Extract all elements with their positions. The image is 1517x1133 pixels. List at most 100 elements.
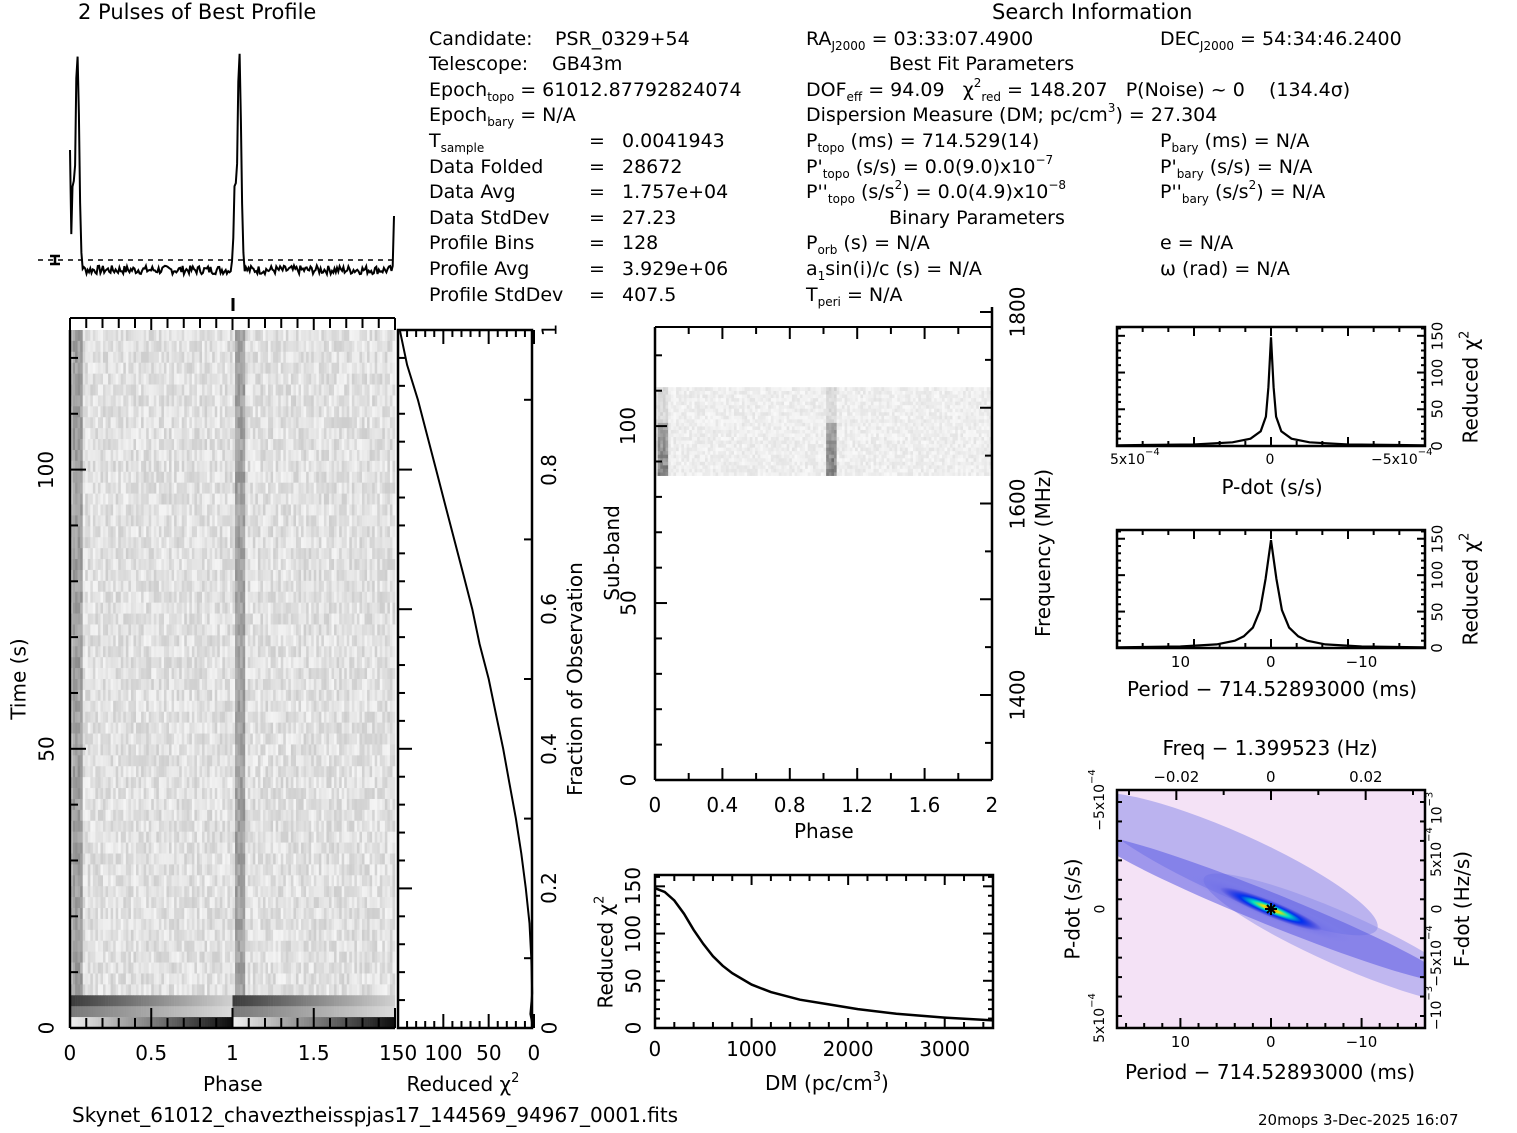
heat-cell <box>369 569 373 582</box>
heat-cell <box>268 679 271 691</box>
heat-cell <box>146 471 150 483</box>
heat-cell <box>268 657 271 669</box>
heat-cell <box>257 428 261 440</box>
heat-cell <box>204 689 208 702</box>
heat-cell <box>196 591 200 603</box>
heat-cell <box>316 657 320 669</box>
heat-cell <box>161 711 165 723</box>
heat-cell <box>219 482 223 494</box>
heat-cell <box>158 569 162 582</box>
heat-cell <box>318 679 322 691</box>
heat-cell <box>207 449 210 462</box>
heat-cell <box>265 340 269 353</box>
heat-cell <box>75 406 78 418</box>
heat-cell <box>339 613 342 625</box>
heat-cell <box>255 744 259 756</box>
heat-cell <box>169 395 172 407</box>
heat-cell <box>387 504 391 516</box>
heat-cell <box>115 428 119 440</box>
heat-cell <box>212 580 216 593</box>
heat-cell <box>214 373 218 385</box>
heat-cell <box>87 537 91 549</box>
heat-cell <box>252 482 256 494</box>
heat-cell <box>209 373 213 385</box>
heat-cell <box>389 689 393 702</box>
heat-cell <box>359 515 363 527</box>
heat-cell <box>70 635 73 647</box>
heat-cell <box>186 591 190 603</box>
heat-cell <box>252 351 256 364</box>
heat-cell <box>123 330 127 342</box>
heat-cell <box>115 482 119 494</box>
heat-cell <box>108 439 111 451</box>
heat-cell <box>133 602 137 614</box>
heat-cell <box>316 635 320 647</box>
heat-cell <box>125 417 129 429</box>
heat-cell <box>323 330 327 342</box>
heat-cell <box>280 515 284 527</box>
heat-cell <box>298 559 302 571</box>
heat-cell <box>285 471 289 483</box>
heat-cell <box>80 602 83 614</box>
heat-cell <box>293 559 297 571</box>
heat-cell <box>377 668 381 680</box>
heat-cell <box>80 406 83 418</box>
heat-cell <box>156 493 160 505</box>
heat-cell <box>389 460 393 473</box>
heat-cell <box>245 733 249 745</box>
heat-cell <box>321 624 325 636</box>
heat-cell <box>359 602 363 614</box>
heat-cell <box>331 330 335 342</box>
heat-cell <box>392 351 396 364</box>
heat-cell <box>323 351 327 364</box>
heat-cell <box>301 471 304 483</box>
heat-cell <box>123 602 127 614</box>
heat-cell <box>349 711 353 723</box>
heat-cell <box>311 460 315 473</box>
heat-cell <box>364 711 368 723</box>
heat-cell <box>115 493 119 505</box>
heat-cell <box>128 668 132 680</box>
heat-cell <box>318 471 322 483</box>
heat-cell <box>283 602 287 614</box>
heat-cell <box>364 330 368 342</box>
heat-cell <box>224 602 228 614</box>
heat-cell <box>285 395 289 407</box>
heat-cell <box>181 711 185 723</box>
heat-cell <box>326 504 330 516</box>
heat-cell <box>161 700 165 713</box>
heat-cell <box>275 624 279 636</box>
heat-cell <box>120 351 124 364</box>
heat-cell <box>100 537 104 549</box>
heat-cell <box>331 340 335 353</box>
heat-cell <box>123 744 127 756</box>
heat-cell <box>356 569 360 582</box>
heat-cell <box>130 733 134 745</box>
heat-cell <box>87 602 91 614</box>
heat-cell <box>283 722 287 734</box>
heat-cell <box>288 635 292 647</box>
heat-cell <box>374 602 378 614</box>
heat-cell <box>176 515 180 527</box>
heat-cell <box>194 635 198 647</box>
heat-cell <box>125 580 129 593</box>
heat-cell <box>303 526 307 538</box>
heat-cell <box>209 602 213 614</box>
heat-cell <box>344 373 348 385</box>
heat-cell <box>222 613 226 625</box>
heat-cell <box>118 373 122 385</box>
heat-cell <box>364 548 368 560</box>
heat-cell <box>316 537 320 549</box>
heat-cell <box>158 493 162 505</box>
heat-cell <box>82 569 86 582</box>
heat-cell <box>87 428 91 440</box>
heat-cell <box>273 384 276 396</box>
heat-cell <box>128 406 132 418</box>
heat-cell <box>308 417 312 429</box>
heat-cell <box>313 657 317 669</box>
heat-cell <box>298 482 302 494</box>
heat-cell <box>70 384 73 396</box>
heat-cell <box>323 569 327 582</box>
heat-cell <box>318 330 322 342</box>
heat-cell <box>130 384 134 396</box>
